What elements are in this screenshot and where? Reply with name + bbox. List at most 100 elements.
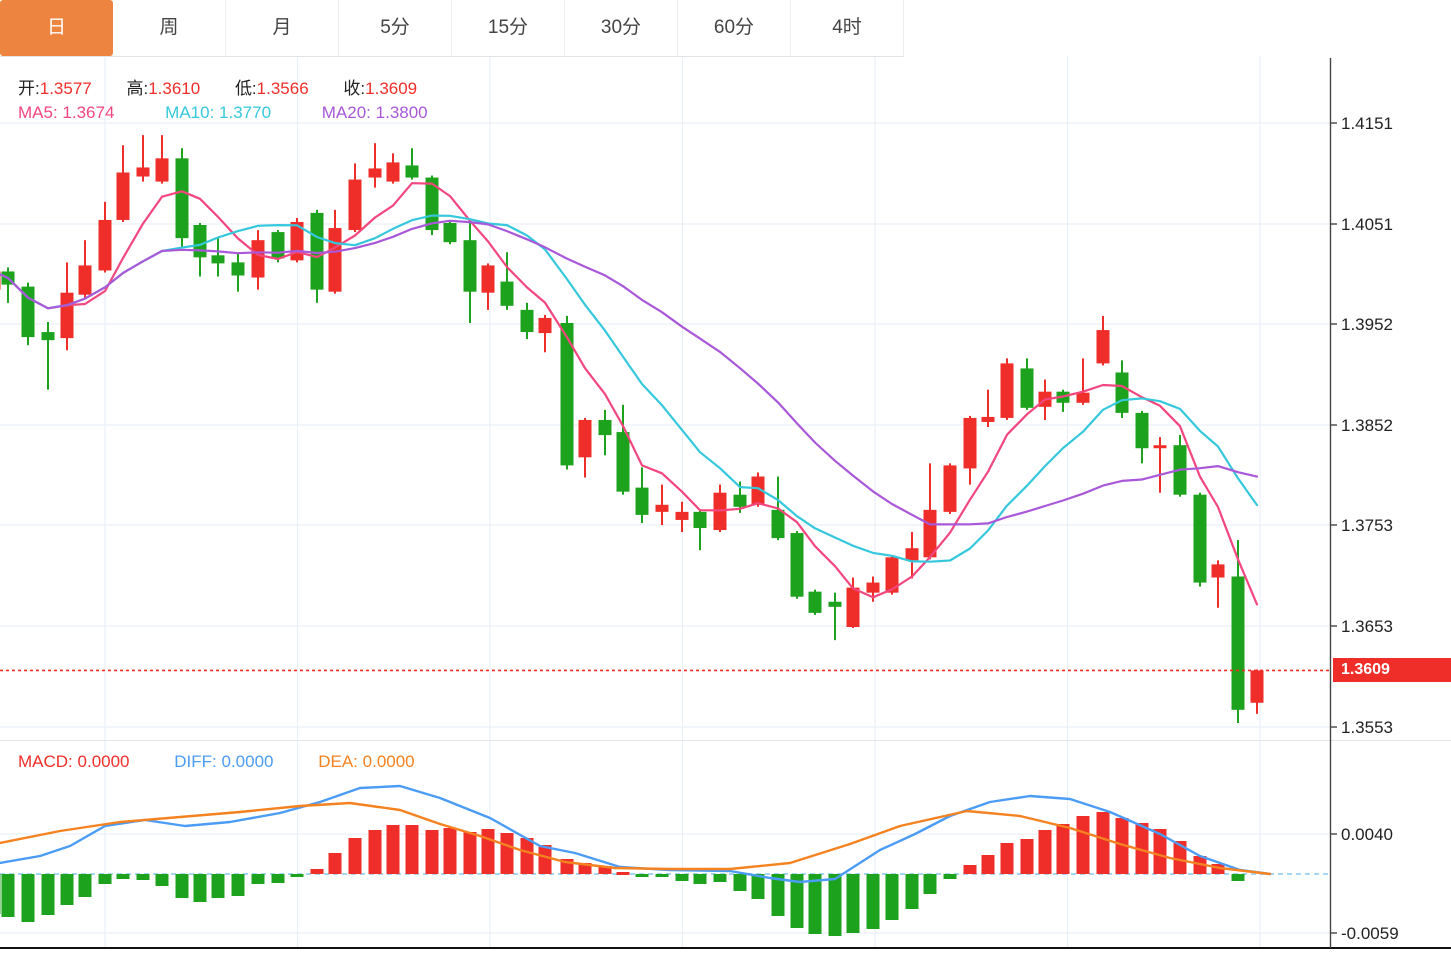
- tab-30min[interactable]: 30分: [565, 0, 678, 56]
- macd-bar: [175, 874, 189, 898]
- low-readout: 低:1.3566: [235, 79, 309, 98]
- tab-5min[interactable]: 5分: [339, 0, 452, 56]
- macd-bar: [41, 874, 55, 915]
- macd-bar: [1076, 816, 1090, 874]
- open-label: 开:: [18, 79, 40, 98]
- tab-60min[interactable]: 60分: [678, 0, 791, 56]
- candle-body: [1211, 564, 1225, 578]
- dea-label: DEA:: [318, 752, 358, 771]
- macd-bar: [78, 874, 92, 897]
- current-price-tag: 1.3609: [1333, 658, 1451, 683]
- macd-bar: [808, 874, 822, 934]
- macd-bar: [1173, 841, 1187, 874]
- candle-body: [116, 172, 130, 220]
- macd-bar: [693, 874, 707, 884]
- candle-body: [635, 487, 649, 515]
- close-label: 收:: [343, 79, 366, 98]
- candle-body: [846, 587, 860, 628]
- candle-body: [386, 162, 400, 182]
- tab-day[interactable]: 日: [0, 0, 113, 56]
- ma10-label: MA10:: [165, 103, 215, 122]
- macd-bar: [60, 874, 74, 905]
- candle-body: [78, 265, 92, 295]
- macd-bar: [443, 828, 457, 874]
- macd-legend: MACD: 0.0000 DIFF: 0.0000 DEA: 0.0000: [18, 752, 455, 772]
- candle-body: [405, 165, 419, 178]
- tab-4hour[interactable]: 4时: [791, 0, 904, 56]
- candle-body: [1000, 363, 1014, 418]
- candle-body: [538, 317, 552, 334]
- candle-body: [963, 417, 977, 469]
- macd-bar: [828, 874, 842, 936]
- macd-bar: [1020, 839, 1034, 874]
- candle-body: [231, 262, 245, 276]
- candle-body: [211, 255, 225, 264]
- candle-body: [866, 582, 880, 593]
- macd-bar: [885, 874, 899, 920]
- candle-body: [1153, 445, 1167, 449]
- macd-bar: [463, 832, 477, 874]
- ma10-line: [0, 214, 1259, 563]
- ma10-readout: MA10: 1.3770: [165, 103, 271, 122]
- candle-body: [328, 228, 342, 292]
- price-axis-label: 1.3553: [1341, 718, 1393, 737]
- candle-body: [271, 232, 285, 259]
- candle-body: [481, 265, 495, 293]
- candle-body: [520, 309, 534, 333]
- ma10-value: 1.3770: [219, 103, 272, 122]
- macd-bar: [1000, 843, 1014, 874]
- high-label: 高:: [126, 79, 149, 98]
- macd-bar: [328, 853, 342, 874]
- candle-body: [1135, 412, 1149, 449]
- macd-bar: [905, 874, 919, 909]
- candle-body: [828, 601, 842, 607]
- ma20-label: MA20:: [321, 103, 371, 122]
- macd-bar: [193, 874, 207, 902]
- candle-body: [655, 504, 669, 512]
- candle-body: [1193, 494, 1207, 583]
- candle-body: [1250, 670, 1264, 703]
- candle-body: [616, 432, 630, 492]
- macd-value: 0.0000: [77, 752, 130, 771]
- diff-value: 0.0000: [221, 752, 274, 771]
- dea-line: [0, 801, 1272, 876]
- tab-week[interactable]: 周: [113, 0, 226, 56]
- macd-bar: [0, 874, 1, 914]
- candle-body: [155, 158, 169, 182]
- price-axis-label: 1.4151: [1341, 114, 1393, 133]
- ma5-readout: MA5: 1.3674: [18, 103, 114, 122]
- candle-body: [560, 322, 574, 466]
- candle-body: [751, 476, 765, 505]
- ma20-line: [0, 219, 1259, 526]
- diff-label: DIFF:: [174, 752, 217, 771]
- open-readout: 开:1.3577: [18, 79, 92, 98]
- macd-bar: [713, 874, 727, 882]
- tab-15min[interactable]: 15分: [452, 0, 565, 56]
- candle-body: [885, 557, 899, 593]
- macd-bar: [655, 874, 669, 877]
- candle-body: [251, 240, 265, 278]
- macd-bar: [520, 838, 534, 874]
- macd-bar: [155, 874, 169, 886]
- macd-bar: [963, 865, 977, 874]
- macd-bar: [1211, 864, 1225, 874]
- tab-month[interactable]: 月: [226, 0, 339, 56]
- candle-body: [348, 179, 362, 231]
- macd-bar: [538, 845, 552, 874]
- macd-bar: [231, 874, 245, 896]
- macd-bar: [271, 874, 285, 883]
- high-value: 1.3610: [148, 79, 201, 98]
- macd-bar: [943, 874, 957, 879]
- macd-bar: [751, 874, 765, 899]
- candle-body: [98, 219, 112, 271]
- candle-body: [675, 511, 689, 520]
- macd-bar: [578, 863, 592, 874]
- price-axis-label: 1.3852: [1341, 416, 1393, 435]
- low-value: 1.3566: [256, 79, 309, 98]
- candle-body: [1115, 372, 1129, 413]
- macd-bar: [368, 830, 382, 874]
- candle-body: [905, 548, 919, 561]
- macd-bar: [348, 838, 362, 874]
- macd-bar: [500, 833, 514, 874]
